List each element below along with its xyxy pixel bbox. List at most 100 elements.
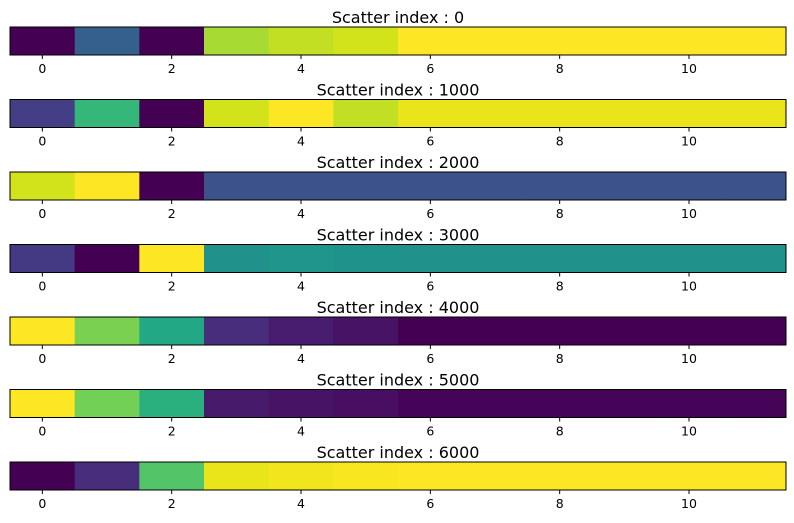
heatmap-cell xyxy=(462,462,528,490)
heatmap-cell xyxy=(10,317,76,345)
x-tick-label: 2 xyxy=(168,424,176,439)
heatmap-panel-4: Scatter index : 4000 0 2 4 6 8 10 xyxy=(9,298,787,366)
x-tick-label: 8 xyxy=(556,424,564,439)
axes-frame xyxy=(9,99,787,128)
panel-title: Scatter index : 5000 xyxy=(317,371,480,390)
heatmap-cell xyxy=(268,172,334,200)
heatmap-cell xyxy=(592,99,658,128)
heatmap-cell xyxy=(10,244,76,273)
heatmap-panel-5: Scatter index : 5000 0 2 4 6 8 10 xyxy=(9,371,787,439)
heatmap-cell xyxy=(527,99,593,128)
x-tick-label: 0 xyxy=(38,61,46,76)
heatmap-cell xyxy=(592,172,658,200)
heatmap-cell xyxy=(268,317,334,345)
x-tick-label: 10 xyxy=(681,134,697,149)
heatmap-cell xyxy=(656,244,722,273)
heatmap-cell xyxy=(204,99,270,128)
heatmap-cell xyxy=(721,99,787,128)
heatmap-cell xyxy=(398,317,464,345)
x-tick-label: 10 xyxy=(681,206,697,221)
x-tick-label: 0 xyxy=(38,206,46,221)
heatmap-cell xyxy=(10,172,76,200)
heatmap-cell xyxy=(333,172,399,200)
heatmap-panel-3: Scatter index : 3000 0 2 4 6 8 10 xyxy=(9,226,787,294)
heatmap-cell xyxy=(721,172,787,200)
heatmap-cell xyxy=(74,244,140,273)
heatmap-cell xyxy=(268,462,334,490)
heatmap-panel-1: Scatter index : 1000 0 2 4 6 8 10 xyxy=(9,81,787,149)
axes-frame xyxy=(9,389,787,418)
heatmap-cell xyxy=(204,389,270,418)
heatmap-cell xyxy=(592,27,658,55)
x-tick-label: 2 xyxy=(168,351,176,366)
x-tick-label: 6 xyxy=(426,134,434,149)
heatmap-cell xyxy=(74,27,140,55)
x-tick-label: 4 xyxy=(297,279,305,294)
heatmap-cell xyxy=(10,389,76,418)
heatmap-cell xyxy=(333,389,399,418)
heatmap-cell xyxy=(333,462,399,490)
heatmap-cell xyxy=(398,244,464,273)
axes-frame xyxy=(9,461,787,491)
x-tick-label: 2 xyxy=(168,496,176,511)
x-tick-label: 4 xyxy=(297,206,305,221)
heatmap-cell xyxy=(333,317,399,345)
x-tick-label: 10 xyxy=(681,61,697,76)
x-tick-label: 2 xyxy=(168,206,176,221)
x-tick-label: 2 xyxy=(168,279,176,294)
x-tick-label: 4 xyxy=(297,134,305,149)
heatmap-cell xyxy=(721,27,787,55)
axes-frame xyxy=(9,316,787,346)
panel-title: Scatter index : 2000 xyxy=(317,153,480,172)
axes-frame xyxy=(9,26,787,56)
heatmap-cell xyxy=(204,244,270,273)
heatmap-cell xyxy=(721,389,787,418)
x-tick-label: 0 xyxy=(38,351,46,366)
heatmap-cell xyxy=(656,99,722,128)
heatmap-panel-2: Scatter index : 2000 0 2 4 6 8 10 xyxy=(9,153,787,221)
heatmap-cell xyxy=(139,462,205,490)
heatmap-cell xyxy=(462,172,528,200)
x-tick-label: 6 xyxy=(426,351,434,366)
heatmap-cell xyxy=(333,244,399,273)
heatmap-cell xyxy=(333,27,399,55)
heatmap-cell xyxy=(398,389,464,418)
heatmap-cell xyxy=(721,462,787,490)
x-tick-label: 0 xyxy=(38,496,46,511)
heatmap-cell xyxy=(139,317,205,345)
heatmap-cell xyxy=(656,462,722,490)
x-tick-label: 8 xyxy=(556,61,564,76)
heatmap-cell xyxy=(592,317,658,345)
heatmap-cell xyxy=(74,99,140,128)
heatmap-cell xyxy=(527,244,593,273)
heatmap-cell xyxy=(592,244,658,273)
heatmap-cell xyxy=(74,172,140,200)
heatmap-cell xyxy=(721,244,787,273)
x-tick-label: 8 xyxy=(556,206,564,221)
heatmap-cell xyxy=(204,462,270,490)
x-tick-label: 4 xyxy=(297,496,305,511)
heatmap-cell xyxy=(139,172,205,200)
heatmap-cell xyxy=(10,99,76,128)
heatmap-cell xyxy=(721,317,787,345)
x-tick-label: 10 xyxy=(681,279,697,294)
heatmap-cell xyxy=(204,27,270,55)
heatmap-cell xyxy=(10,462,76,490)
x-tick-label: 8 xyxy=(556,134,564,149)
heatmap-cell xyxy=(592,462,658,490)
heatmap-cell xyxy=(139,27,205,55)
heatmap-cell xyxy=(527,317,593,345)
heatmap-panel-6: Scatter index : 6000 0 2 4 6 8 10 xyxy=(9,443,787,511)
heatmap-cell xyxy=(656,172,722,200)
heatmap-cell xyxy=(333,99,399,128)
x-tick-label: 6 xyxy=(426,279,434,294)
heatmap-cell xyxy=(10,27,76,55)
panel-title: Scatter index : 1000 xyxy=(317,81,480,100)
x-tick-label: 8 xyxy=(556,496,564,511)
heatmap-cell xyxy=(398,27,464,55)
heatmap-cell xyxy=(268,27,334,55)
heatmap-cell xyxy=(656,389,722,418)
heatmap-cell xyxy=(462,27,528,55)
heatmap-cell xyxy=(204,317,270,345)
